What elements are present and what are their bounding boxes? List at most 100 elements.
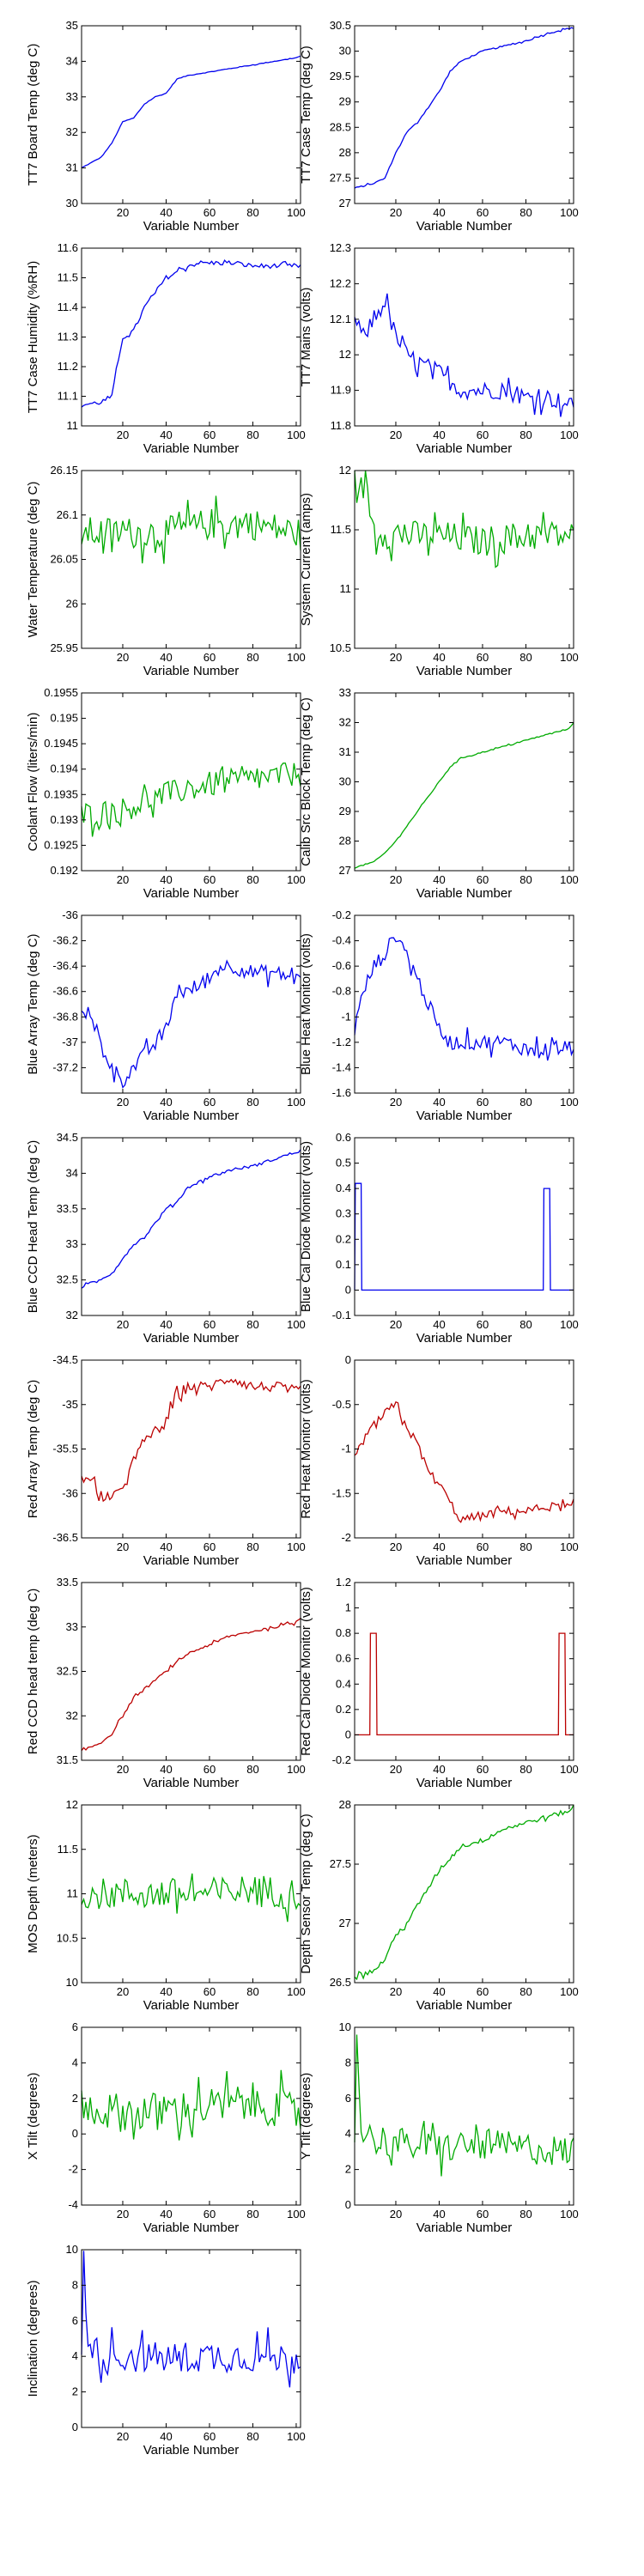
y-tick-label: 28 (339, 146, 351, 159)
plot-frame (81, 470, 301, 649)
y-tick-label: 2 (72, 2092, 78, 2105)
y-axis-label: X Tilt (degrees) (26, 2073, 40, 2160)
y-tick-label: -36.2 (52, 934, 78, 947)
x-tick-label: 40 (433, 651, 445, 664)
y-tick-label: 0 (345, 1283, 351, 1296)
x-axis-label: Variable Number (143, 2221, 239, 2235)
y-tick-label: 0.2 (336, 1232, 351, 1245)
y-tick-label: 0 (345, 1728, 351, 1741)
x-axis-label: Variable Number (416, 2221, 512, 2235)
chart-20: 20 40 60 80 100 0 2 4 6 8 10 Variable Number Y Tilt … (299, 2020, 579, 2235)
chart-10: 20 40 60 80 100 -1.6 -1.4 -1.2 -1 -0.8 -0.6 -0.4 -0.… (299, 908, 579, 1123)
y-tick-label: 29 (339, 95, 351, 108)
x-tick-label: 40 (433, 428, 445, 441)
x-tick-label: 40 (433, 1985, 445, 1998)
y-tick-label: 11.8 (331, 419, 351, 432)
series-line (354, 27, 574, 189)
y-axis-label: System Current (amps) (299, 493, 313, 626)
x-tick-label: 60 (477, 651, 489, 664)
plot-frame (81, 1359, 301, 1539)
y-tick-label: 11.5 (58, 1843, 78, 1856)
y-tick-label: 4 (345, 2127, 351, 2140)
y-tick-label: 0.5 (336, 1157, 351, 1170)
y-tick-label: 4 (72, 2056, 78, 2069)
x-tick-label: 60 (477, 2208, 489, 2221)
x-tick-label: 80 (519, 1096, 532, 1109)
y-tick-label: -36.4 (52, 959, 78, 972)
chart-7: 20 40 60 80 100 0.192 0.1925 0.193 0.1935 0.194 0.… (26, 686, 306, 901)
y-tick-label: -1 (341, 1010, 351, 1023)
series-line (354, 937, 574, 1061)
x-tick-label: 80 (246, 206, 258, 219)
x-tick-label: 40 (160, 2430, 172, 2443)
y-tick-label: 34.5 (57, 1131, 78, 1144)
y-tick-label: -36.5 (52, 1531, 78, 1544)
series-line (354, 1182, 574, 1291)
y-tick-label: -35 (62, 1398, 78, 1411)
y-tick-label: 30 (339, 775, 351, 788)
x-tick-label: 20 (390, 1096, 402, 1109)
x-axis-label: Variable Number (143, 219, 239, 234)
y-tick-label: 31 (66, 161, 78, 174)
y-tick-label: 0.4 (336, 1182, 351, 1194)
y-tick-label: 33.5 (57, 1202, 78, 1215)
y-tick-label: -36.8 (52, 1010, 78, 1023)
y-tick-label: 32 (66, 1309, 78, 1321)
x-tick-label: 100 (560, 1763, 579, 1776)
plot-frame (354, 1359, 574, 1539)
y-tick-label: 30 (66, 197, 78, 210)
series-line (81, 55, 301, 169)
x-tick-label: 20 (390, 1763, 402, 1776)
y-axis-label: Coolant Flow (liters/min) (26, 713, 40, 852)
x-tick-label: 100 (287, 651, 306, 664)
y-tick-label: 32.5 (57, 1665, 78, 1678)
y-tick-label: -34.5 (52, 1353, 78, 1366)
y-tick-label: -0.8 (332, 985, 351, 998)
y-tick-label: 27.5 (330, 171, 351, 184)
y-axis-label: Blue CCD Head Temp (deg C) (26, 1140, 40, 1313)
x-tick-label: 100 (287, 1540, 306, 1553)
y-tick-label: -36 (62, 1486, 78, 1499)
y-tick-label: 10 (339, 2020, 351, 2033)
x-tick-label: 20 (117, 206, 129, 219)
y-tick-label: 10.5 (57, 1931, 78, 1944)
y-tick-label: 2 (72, 2385, 78, 2398)
y-tick-label: 10.5 (330, 641, 351, 654)
x-tick-label: 60 (204, 1096, 216, 1109)
y-tick-label: 12.1 (330, 313, 351, 325)
y-tick-label: 34 (66, 54, 78, 67)
x-tick-label: 80 (519, 1985, 532, 1998)
y-tick-label: 0 (72, 2421, 78, 2433)
y-tick-label: 33 (339, 686, 351, 699)
y-tick-label: 33.5 (57, 1576, 78, 1589)
y-axis-label: Inclination (degrees) (26, 2281, 40, 2397)
x-tick-label: 60 (477, 873, 489, 886)
y-tick-label: 0.1955 (44, 686, 78, 699)
y-tick-label: 11.6 (58, 241, 78, 254)
y-tick-label: 0.1 (336, 1258, 351, 1271)
y-tick-label: -4 (68, 2198, 78, 2211)
x-tick-label: 40 (160, 206, 172, 219)
y-axis-label: Y Tilt (degrees) (299, 2073, 313, 2160)
x-axis-label: Variable Number (416, 1776, 512, 1790)
x-tick-label: 20 (390, 873, 402, 886)
x-axis-label: Variable Number (143, 886, 239, 901)
x-tick-label: 100 (560, 1096, 579, 1109)
x-tick-label: 60 (477, 1540, 489, 1553)
x-tick-label: 80 (246, 1985, 258, 1998)
x-tick-label: 80 (519, 1318, 532, 1331)
x-tick-label: 100 (287, 1985, 306, 1998)
series-line (81, 959, 301, 1089)
x-tick-label: 80 (519, 206, 532, 219)
x-tick-label: 40 (160, 1096, 172, 1109)
x-axis-label: Variable Number (416, 219, 512, 234)
y-tick-label: -37 (62, 1036, 78, 1048)
y-axis-label: Red Array Temp (deg C) (26, 1380, 40, 1518)
x-tick-label: 20 (117, 1096, 129, 1109)
y-tick-label: 32 (339, 716, 351, 729)
x-tick-label: 20 (390, 1540, 402, 1553)
y-tick-label: 28 (339, 1798, 351, 1811)
plot-frame (81, 247, 301, 427)
chart-19: 20 40 60 80 100 -4 -2 0 2 4 6 Variable Number X Tilt… (26, 2020, 306, 2235)
x-tick-label: 60 (204, 2430, 216, 2443)
